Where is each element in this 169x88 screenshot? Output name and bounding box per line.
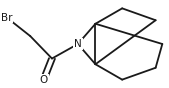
Text: N: N xyxy=(74,39,82,49)
Text: Br: Br xyxy=(1,13,13,23)
Text: O: O xyxy=(40,75,48,85)
